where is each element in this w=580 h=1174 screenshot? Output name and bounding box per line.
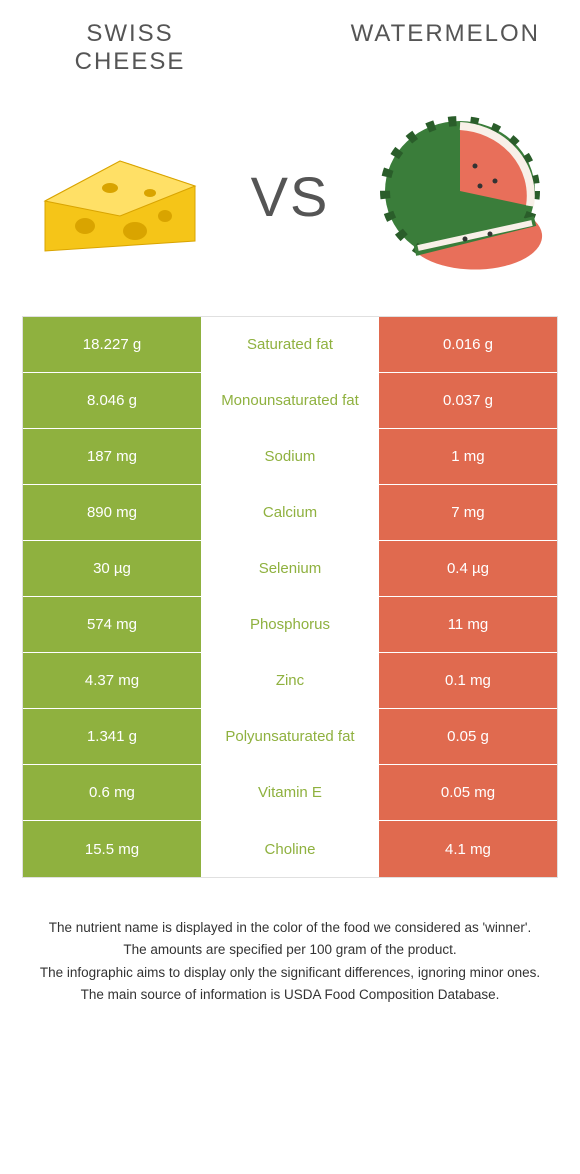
- table-row: 574 mgPhosphorus11 mg: [23, 597, 557, 653]
- cheese-icon: [20, 106, 220, 286]
- right-value: 7 mg: [379, 485, 557, 540]
- watermelon-icon: [360, 106, 560, 286]
- table-row: 18.227 gSaturated fat0.016 g: [23, 317, 557, 373]
- left-value: 4.37 mg: [23, 653, 201, 708]
- table-row: 0.6 mgVitamin E0.05 mg: [23, 765, 557, 821]
- nutrient-label: Phosphorus: [201, 597, 379, 652]
- nutrient-label: Vitamin E: [201, 765, 379, 820]
- left-value: 187 mg: [23, 429, 201, 484]
- right-food-title: Watermelon: [320, 20, 540, 76]
- left-value: 15.5 mg: [23, 821, 201, 877]
- left-value: 574 mg: [23, 597, 201, 652]
- nutrient-label: Polyunsaturated fat: [201, 709, 379, 764]
- right-value: 0.037 g: [379, 373, 557, 428]
- left-value: 18.227 g: [23, 317, 201, 372]
- table-row: 8.046 gMonounsaturated fat0.037 g: [23, 373, 557, 429]
- footer-line: The main source of information is USDA F…: [30, 985, 550, 1005]
- table-row: 1.341 gPolyunsaturated fat0.05 g: [23, 709, 557, 765]
- left-value: 890 mg: [23, 485, 201, 540]
- right-value: 0.1 mg: [379, 653, 557, 708]
- footer-line: The infographic aims to display only the…: [30, 963, 550, 983]
- right-value: 0.016 g: [379, 317, 557, 372]
- comparison-table: 18.227 gSaturated fat0.016 g8.046 gMonou…: [22, 316, 558, 878]
- nutrient-label: Zinc: [201, 653, 379, 708]
- table-row: 187 mgSodium1 mg: [23, 429, 557, 485]
- table-row: 4.37 mgZinc0.1 mg: [23, 653, 557, 709]
- right-value: 0.4 µg: [379, 541, 557, 596]
- table-row: 890 mgCalcium7 mg: [23, 485, 557, 541]
- nutrient-label: Calcium: [201, 485, 379, 540]
- right-value: 0.05 g: [379, 709, 557, 764]
- table-row: 15.5 mgCholine4.1 mg: [23, 821, 557, 877]
- nutrient-label: Selenium: [201, 541, 379, 596]
- nutrient-label: Sodium: [201, 429, 379, 484]
- left-value: 8.046 g: [23, 373, 201, 428]
- footer-line: The amounts are specified per 100 gram o…: [30, 940, 550, 960]
- footer-notes: The nutrient name is displayed in the co…: [30, 918, 550, 1005]
- nutrient-label: Saturated fat: [201, 317, 379, 372]
- vs-label: VS: [251, 164, 330, 229]
- right-value: 1 mg: [379, 429, 557, 484]
- nutrient-label: Choline: [201, 821, 379, 877]
- right-value: 11 mg: [379, 597, 557, 652]
- nutrient-label: Monounsaturated fat: [201, 373, 379, 428]
- footer-line: The nutrient name is displayed in the co…: [30, 918, 550, 938]
- left-food-title: Swiss cheese: [40, 20, 220, 76]
- left-value: 30 µg: [23, 541, 201, 596]
- table-row: 30 µgSelenium0.4 µg: [23, 541, 557, 597]
- left-value: 1.341 g: [23, 709, 201, 764]
- right-value: 0.05 mg: [379, 765, 557, 820]
- images-row: VS: [0, 86, 580, 316]
- header: Swiss cheese Watermelon: [0, 0, 580, 86]
- left-value: 0.6 mg: [23, 765, 201, 820]
- right-value: 4.1 mg: [379, 821, 557, 877]
